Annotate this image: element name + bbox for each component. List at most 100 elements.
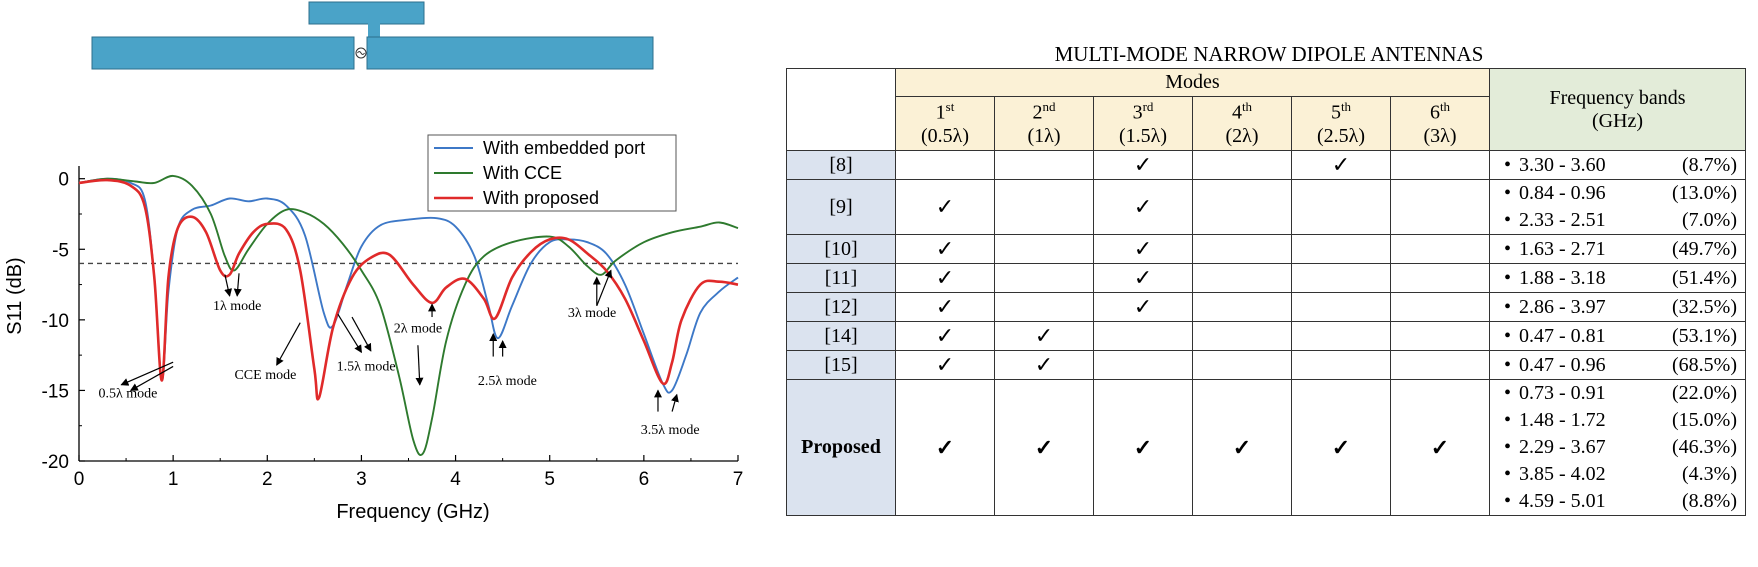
annotation-arrow — [276, 322, 301, 366]
mode-column-header: 4th (2λ) — [1192, 96, 1292, 151]
series-line-3 — [78, 178, 739, 401]
x-tick-label: 2 — [262, 469, 273, 490]
mode-cell: ✓ — [1093, 292, 1193, 322]
mode-cell: ✓ — [1093, 263, 1193, 293]
mode-ordinal-suffix: th — [1340, 99, 1352, 115]
mode-cell — [1390, 321, 1490, 351]
mode-cell — [994, 234, 1094, 264]
mode-column-header: 3rd (1.5λ) — [1093, 96, 1193, 151]
x-tick-label: 6 — [639, 469, 650, 490]
mode-cell — [1390, 179, 1490, 235]
band-percentage: (8.7%) — [1682, 153, 1737, 176]
annotation-arrow — [233, 273, 242, 297]
bullet-icon: • — [1504, 324, 1512, 347]
x-tick-label: 1 — [168, 469, 179, 490]
mode-wavelength: (0.5λ) — [920, 124, 970, 147]
mode-cell — [1093, 321, 1193, 351]
check-icon: ✓ — [935, 265, 955, 290]
mode-column-header: 5th (2.5λ) — [1291, 96, 1391, 151]
check-icon: ✓ — [1232, 434, 1252, 460]
reference-cell: [10] — [786, 234, 896, 264]
check-icon: ✓ — [1430, 434, 1450, 460]
mode-cell — [1192, 150, 1292, 180]
frequency-band-line: • 0.47 - 0.96 (68.5%) — [1490, 352, 1745, 379]
mode-ordinal-suffix: th — [1241, 99, 1253, 115]
table-row: [12] ✓ ✓ • 2.86 - 3.97 (32.5%) — [786, 292, 1746, 322]
y-tick-label: -5 — [52, 240, 69, 261]
frequency-band-line: • 0.73 - 0.91 (22.0%) — [1490, 380, 1745, 407]
bullet-icon: • — [1504, 463, 1512, 485]
band-range: 4.59 - 5.01 — [1519, 490, 1606, 512]
bullet-icon: • — [1504, 409, 1512, 431]
annotation-label: 3.5λ mode — [641, 423, 700, 438]
series-line-2 — [78, 174, 739, 456]
mode-ordinal-suffix: nd — [1042, 99, 1056, 115]
table-row: Proposed ✓ ✓ ✓ ✓ ✓ ✓ • 0.73 - 0.91 (22.0%) • 1.48 -… — [786, 379, 1746, 516]
mode-cell: ✓ — [994, 350, 1094, 380]
mode-cell — [1093, 350, 1193, 380]
annotation-arrow — [120, 361, 174, 386]
mode-cell — [1192, 321, 1292, 351]
reference-cell: Proposed — [786, 379, 896, 516]
annotation-arrow — [129, 365, 174, 391]
band-range: 2.86 - 3.97 — [1519, 295, 1606, 318]
mode-cell — [994, 292, 1094, 322]
band-range: 2.29 - 3.67 — [1519, 436, 1606, 458]
mode-cell — [1291, 292, 1391, 322]
band-percentage: (51.4%) — [1672, 266, 1737, 289]
frequency-band-line: • 1.63 - 2.71 (49.7%) — [1490, 236, 1745, 263]
check-icon: ✓ — [1133, 434, 1153, 460]
mode-cell — [1390, 263, 1490, 293]
mode-cell — [994, 263, 1094, 293]
bullet-icon: • — [1504, 182, 1512, 204]
y-tick-label: -15 — [42, 381, 69, 402]
bullet-icon: • — [1504, 490, 1512, 512]
mode-cell — [1192, 292, 1292, 322]
reference-cell: [8] — [786, 150, 896, 180]
annotation-label: 1λ mode — [213, 299, 261, 314]
check-icon: ✓ — [1133, 265, 1153, 290]
annotation-label: CCE mode — [234, 368, 296, 383]
y-tick-label: 0 — [58, 170, 69, 191]
mode-cell: ✓ — [895, 179, 995, 235]
table-row: [8] ✓ ✓ • 3.30 - 3.60 (8.7%) — [786, 150, 1746, 180]
check-icon: ✓ — [935, 352, 955, 377]
mode-cell: ✓ — [994, 321, 1094, 351]
mode-ordinal: 6 — [1429, 101, 1440, 124]
mode-ordinal: 2 — [1032, 101, 1043, 124]
frequency-bands-cell: • 1.63 - 2.71 (49.7%) — [1489, 234, 1746, 264]
band-percentage: (22.0%) — [1672, 382, 1737, 404]
bullet-icon: • — [1504, 295, 1512, 318]
frequency-band-line: • 0.84 - 0.96 (13.0%) — [1490, 180, 1745, 207]
mode-cell: ✓ — [1093, 150, 1193, 180]
check-icon: ✓ — [1034, 323, 1054, 348]
band-percentage: (15.0%) — [1672, 409, 1737, 431]
mode-ordinal: 4 — [1231, 101, 1242, 124]
mode-cell — [1291, 263, 1391, 293]
legend-entry-1: With embedded port — [483, 138, 645, 158]
frequency-band-line: • 2.33 - 2.51 (7.0%) — [1490, 207, 1745, 234]
mode-cell: ✓ — [895, 321, 995, 351]
frequency-bands-cell: • 1.88 - 3.18 (51.4%) — [1489, 263, 1746, 293]
mode-cell: ✓ — [1093, 234, 1193, 264]
check-icon: ✓ — [1133, 294, 1153, 319]
mode-cell — [1390, 292, 1490, 322]
frequency-band-line: • 1.88 - 3.18 (51.4%) — [1490, 265, 1745, 292]
check-icon: ✓ — [1133, 152, 1153, 177]
mode-cell — [1291, 321, 1391, 351]
check-icon: ✓ — [935, 294, 955, 319]
mode-cell: ✓ — [1093, 179, 1193, 235]
reference-cell: [11] — [786, 263, 896, 293]
mode-column-header: 6th (3λ) — [1390, 96, 1490, 151]
bullet-icon: • — [1504, 436, 1512, 458]
check-icon: ✓ — [1331, 434, 1351, 460]
band-percentage: (49.7%) — [1672, 237, 1737, 260]
check-icon: ✓ — [935, 194, 955, 219]
mode-cell: ✓ — [1093, 379, 1193, 516]
mode-cell — [1192, 234, 1292, 264]
band-range: 0.73 - 0.91 — [1519, 382, 1606, 404]
frequency-band-line: • 1.48 - 1.72 (15.0%) — [1490, 407, 1745, 434]
reference-cell: [12] — [786, 292, 896, 322]
mode-wavelength: (1λ) — [1027, 124, 1061, 147]
mode-ordinal-suffix: th — [1439, 99, 1451, 115]
